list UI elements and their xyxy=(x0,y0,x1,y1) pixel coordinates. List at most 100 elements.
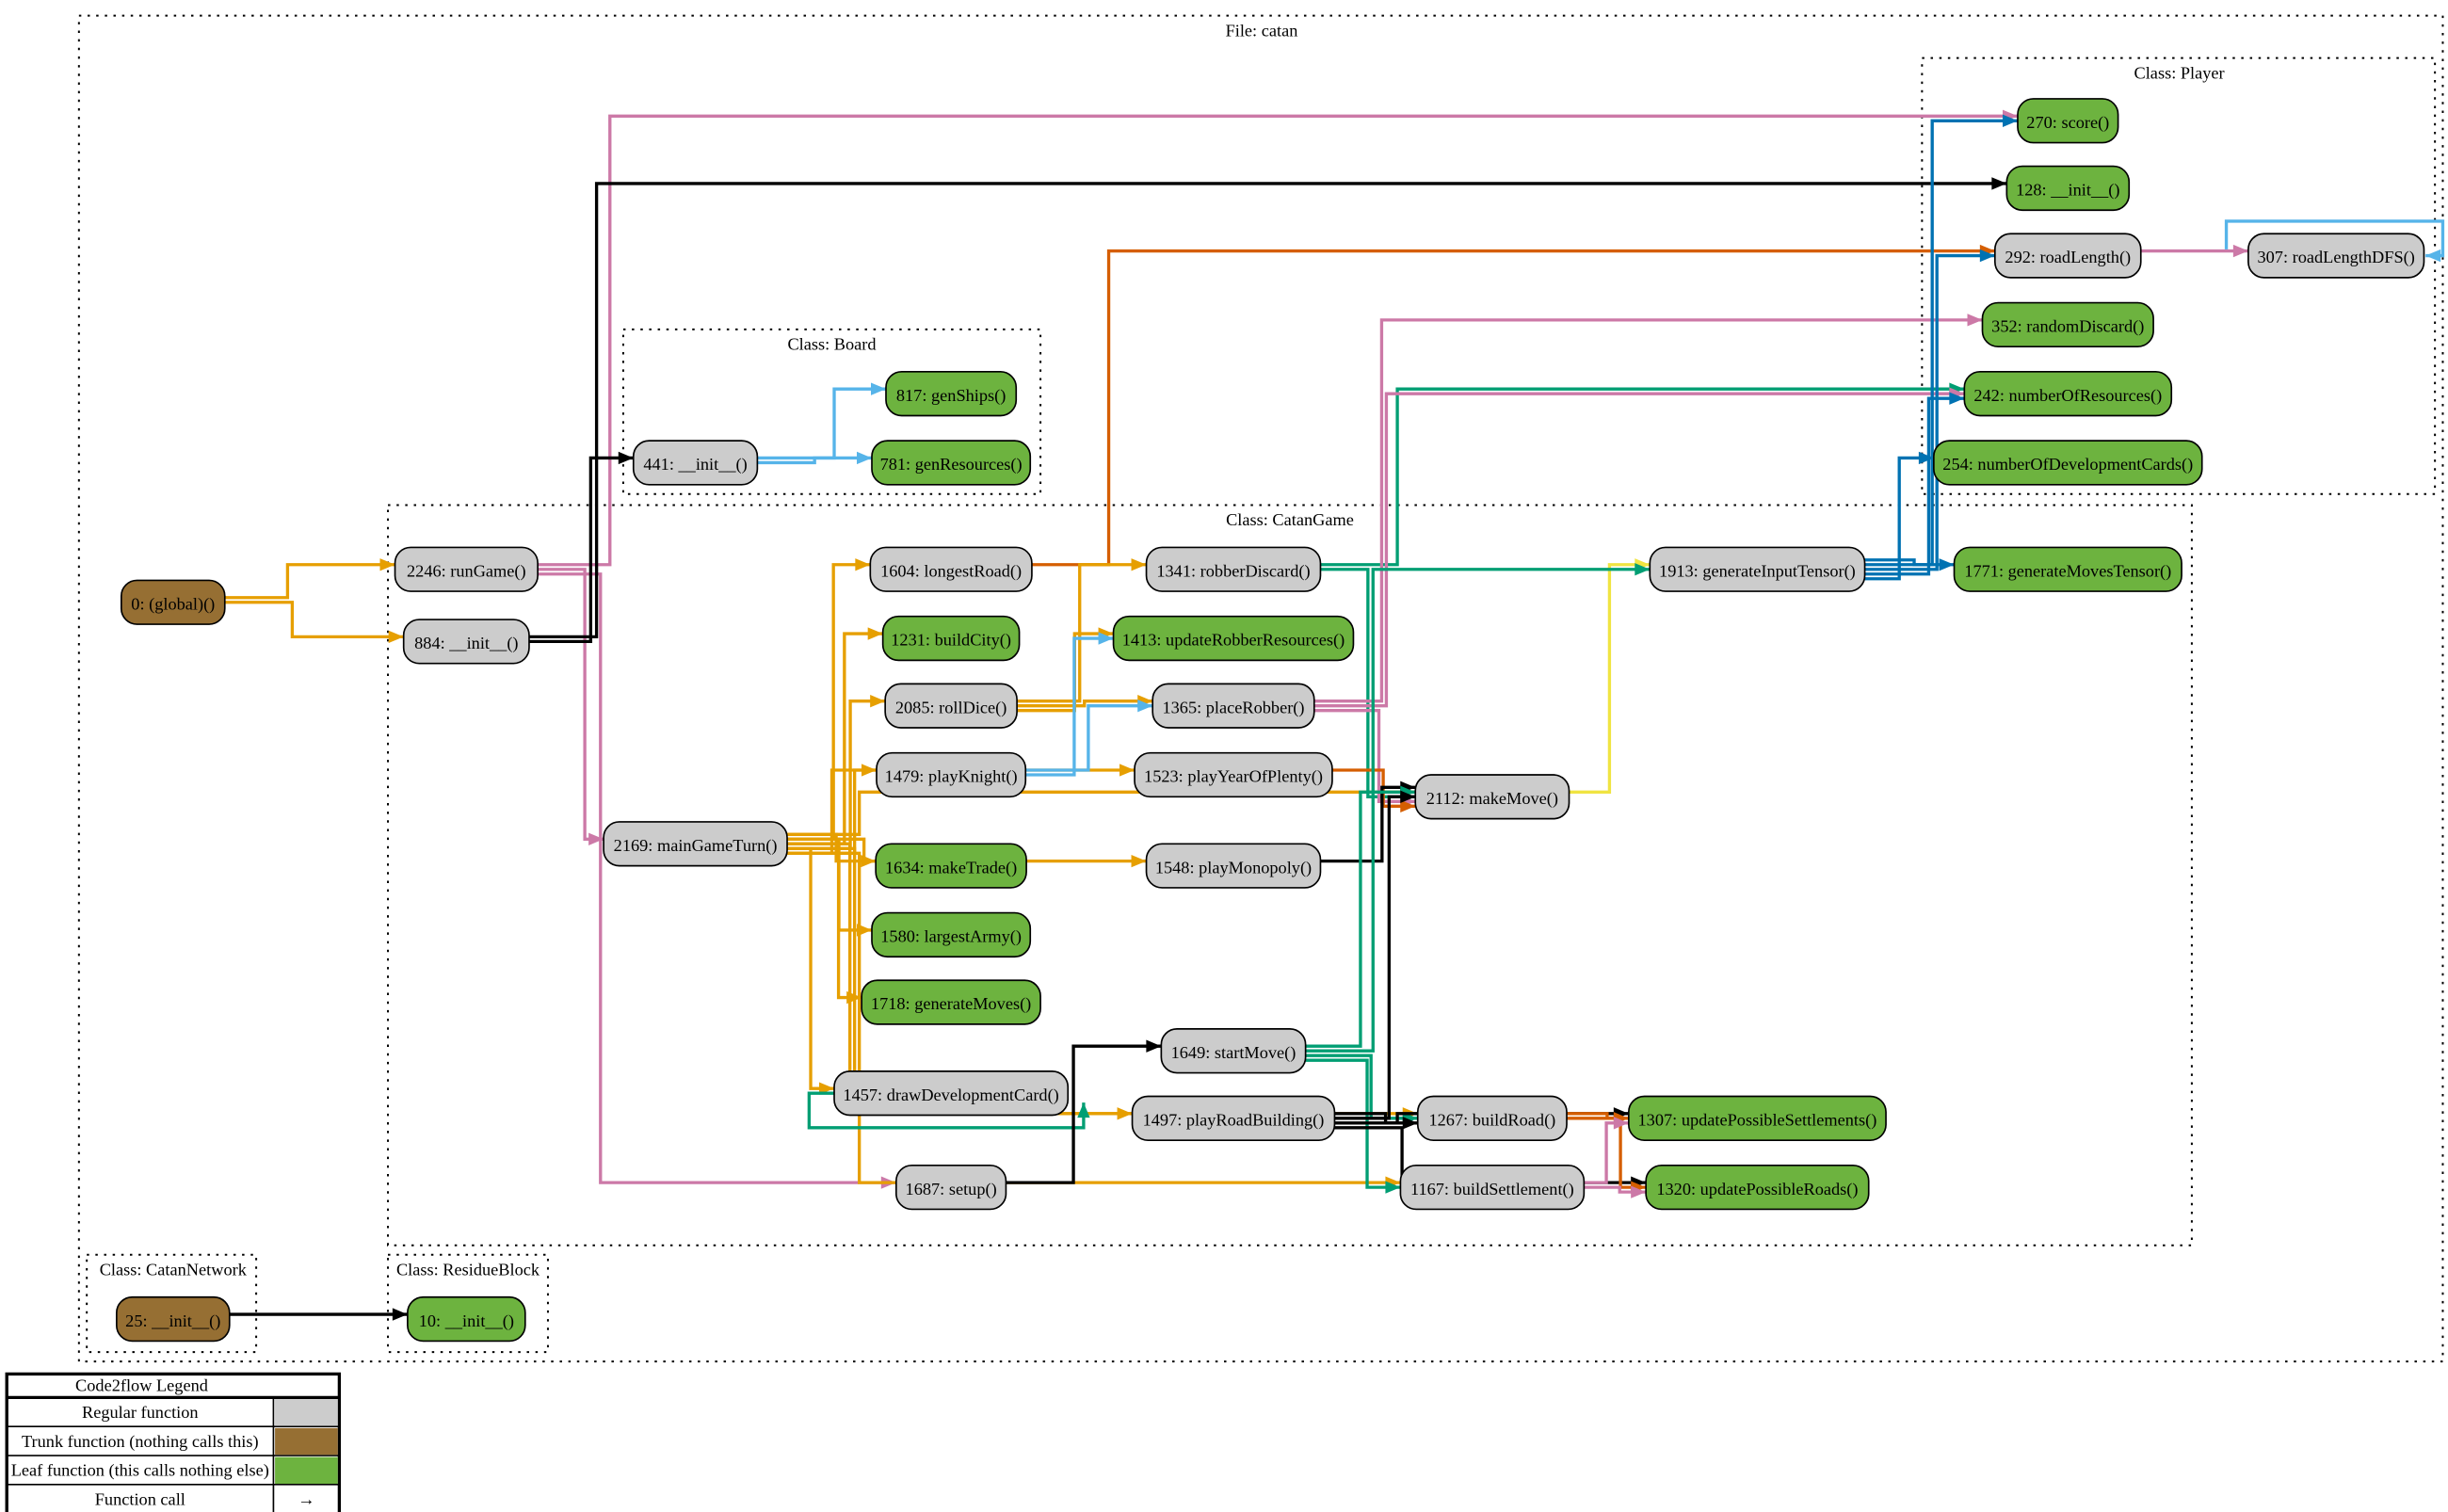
node-label: 1457: drawDevelopmentCard() xyxy=(843,1086,1058,1105)
legend-swatch xyxy=(275,1399,338,1426)
node-mainGameTurn[interactable]: 2169: mainGameTurn() xyxy=(603,821,788,867)
edge-arrowhead xyxy=(1077,1102,1090,1118)
node-box xyxy=(1399,1164,1586,1211)
node-randomDiscard[interactable]: 352: randomDiscard() xyxy=(1981,301,2154,348)
edge-playMonopoly-to-makeMove xyxy=(1320,785,1416,863)
node-playKnight[interactable]: 1479: playKnight() xyxy=(876,751,1027,798)
node-init25[interactable]: 25: __init__() xyxy=(115,1295,231,1343)
edge-arrowhead xyxy=(1131,558,1147,571)
node-buildSettlement[interactable]: 1167: buildSettlement() xyxy=(1399,1164,1586,1211)
node-label: 884: __init__() xyxy=(414,634,518,653)
node-init441[interactable]: 441: __init__() xyxy=(632,440,759,486)
node-label: 1167: buildSettlement() xyxy=(1410,1180,1574,1199)
node-box xyxy=(402,619,530,665)
edge-rollDice-to-updateRobberResources xyxy=(1017,632,1114,713)
node-numberOfResources[interactable]: 242: numberOfResources() xyxy=(1963,371,2173,417)
cluster-catangame xyxy=(387,504,2193,1247)
node-label: 2085: rollDice() xyxy=(895,698,1007,717)
node-updatePossibleRoads[interactable]: 1320: updatePossibleRoads() xyxy=(1645,1164,1870,1211)
edge-runGame-to-mainGameTurn xyxy=(538,568,604,841)
edge-placeRobber-to-numberOfResources xyxy=(1313,392,1965,708)
edge-arrowhead xyxy=(2232,244,2248,258)
node-placeRobber[interactable]: 1365: placeRobber() xyxy=(1152,683,1315,729)
node-init128[interactable]: 128: __init__() xyxy=(2005,165,2131,212)
edge-startMove-to-makeMove xyxy=(1305,790,1416,1048)
edge-startMove-to-generateInputTensor xyxy=(1305,568,1651,1053)
node-label: 1307: updatePossibleSettlements() xyxy=(1638,1111,1877,1131)
node-roadLength[interactable]: 292: roadLength() xyxy=(1993,233,2142,279)
node-playMonopoly[interactable]: 1548: playMonopoly() xyxy=(1145,843,1322,889)
node-label: 292: roadLength() xyxy=(2005,248,2131,267)
edge-arrowhead xyxy=(1402,1117,1418,1130)
node-box xyxy=(2247,233,2425,279)
node-roadLengthDFS[interactable]: 307: roadLengthDFS() xyxy=(2247,233,2425,279)
node-label: 242: numberOfResources() xyxy=(1973,386,2162,406)
node-box xyxy=(1933,440,2203,486)
node-label: 781: genResources() xyxy=(880,455,1023,475)
node-robberDiscard[interactable]: 1341: robberDiscard() xyxy=(1145,546,1322,592)
node-score[interactable]: 270: score() xyxy=(2017,98,2119,144)
node-generateMoves[interactable]: 1718: generateMoves() xyxy=(861,979,1041,1025)
node-init884[interactable]: 884: __init__() xyxy=(402,619,530,665)
node-label: 1497: playRoadBuilding() xyxy=(1143,1111,1325,1131)
legend-title: Code2flow Legend xyxy=(75,1376,208,1395)
legend: Code2flow Legend Regular function Trunk f… xyxy=(5,1372,342,1512)
node-label: 441: __init__() xyxy=(643,455,747,475)
node-label: 1604: longestRoad() xyxy=(880,561,1022,581)
node-updateRobberResources[interactable]: 1413: updateRobberResources() xyxy=(1112,615,1355,662)
edge-arrowhead xyxy=(618,451,634,465)
edge-mainGameTurn-to-buildSettlement xyxy=(787,851,1401,1184)
edge-arrowhead xyxy=(588,832,604,845)
node-setup[interactable]: 1687: setup() xyxy=(894,1164,1007,1211)
edge-startMove-to-buildRoad xyxy=(1305,1054,1418,1120)
node-updatePossibleSettlements[interactable]: 1307: updatePossibleSettlements() xyxy=(1627,1095,1887,1141)
node-largestArmy[interactable]: 1580: largestArmy() xyxy=(871,911,1032,958)
node-label: 128: __init__() xyxy=(2016,181,2119,201)
cluster-board xyxy=(621,328,1042,495)
edge-arrowhead xyxy=(392,1308,408,1321)
node-drawDevelopmentCard[interactable]: 1457: drawDevelopmentCard() xyxy=(833,1070,1070,1117)
cluster-title: Class: ResidueBlock xyxy=(396,1260,540,1279)
edge-arrowhead xyxy=(1949,392,1965,405)
node-generateMovesTensor[interactable]: 1771: generateMovesTensor() xyxy=(1953,546,2182,592)
node-init10[interactable]: 10: __init__() xyxy=(407,1295,526,1343)
edge-arrowhead xyxy=(379,558,395,571)
node-box xyxy=(120,579,226,625)
edge-arrowhead xyxy=(867,627,883,640)
edge-arrowhead xyxy=(1131,854,1147,868)
node-global[interactable]: 0: (global)() xyxy=(120,579,226,625)
node-makeMove[interactable]: 2112: makeMove() xyxy=(1414,774,1570,820)
edge-init441-to-genShips xyxy=(757,387,886,460)
node-label: 352: randomDiscard() xyxy=(1991,317,2144,337)
node-playYearOfPlenty[interactable]: 1523: playYearOfPlenty() xyxy=(1134,751,1333,798)
node-label: 2112: makeMove() xyxy=(1426,789,1558,809)
node-generateInputTensor[interactable]: 1913: generateInputTensor() xyxy=(1649,546,1866,592)
node-makeTrade[interactable]: 1634: makeTrade() xyxy=(875,843,1027,889)
edge-arrowhead xyxy=(2425,249,2441,263)
node-box xyxy=(1963,371,2173,417)
node-label: 1718: generateMoves() xyxy=(871,994,1031,1014)
node-buildCity[interactable]: 1231: buildCity() xyxy=(881,615,1021,662)
node-box xyxy=(1981,301,2154,348)
node-buildRoad[interactable]: 1267: buildRoad() xyxy=(1416,1095,1568,1141)
cluster-title: Class: CatanGame xyxy=(1226,510,1354,529)
edge-arrowhead xyxy=(870,382,886,395)
node-box xyxy=(1134,751,1333,798)
node-label: 1649: startMove() xyxy=(1171,1043,1296,1063)
node-startMove[interactable]: 1649: startMove() xyxy=(1160,1028,1307,1074)
cluster-catannetwork xyxy=(86,1253,258,1354)
node-numberOfDevelopmentCards[interactable]: 254: numberOfDevelopmentCards() xyxy=(1933,440,2203,486)
node-rollDice[interactable]: 2085: rollDice() xyxy=(884,683,1018,729)
node-genResources[interactable]: 781: genResources() xyxy=(871,440,1032,486)
edge-generateInputTensor-to-numberOfResources xyxy=(1864,396,1965,576)
node-longestRoad[interactable]: 1604: longestRoad() xyxy=(869,546,1033,592)
node-box xyxy=(1152,683,1315,729)
node-box xyxy=(871,440,1032,486)
node-genShips[interactable]: 817: genShips() xyxy=(885,371,1018,417)
node-label: 1267: buildRoad() xyxy=(1428,1111,1555,1131)
edge-playRoadBuilding-to-makeMove xyxy=(1334,795,1416,1120)
node-runGame[interactable]: 2246: runGame() xyxy=(394,546,539,592)
edge-arrowhead xyxy=(855,558,871,571)
legend-arrow-icon: → xyxy=(298,1490,314,1509)
node-playRoadBuilding[interactable]: 1497: playRoadBuilding() xyxy=(1131,1095,1336,1141)
